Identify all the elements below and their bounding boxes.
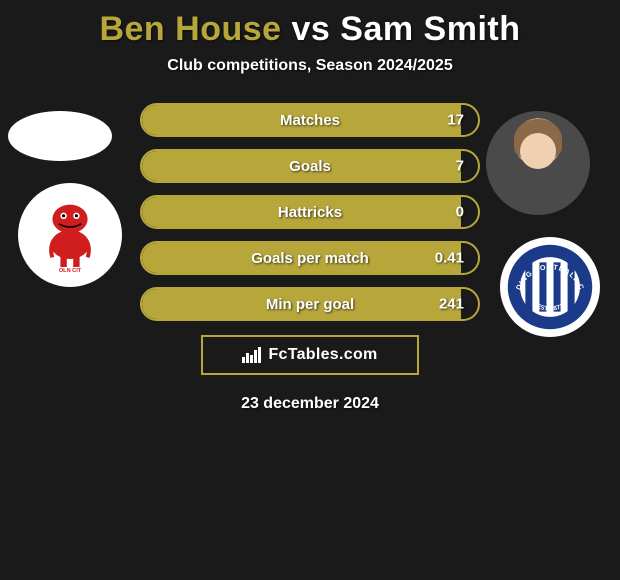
stat-row: Goals 7: [140, 149, 480, 183]
stat-label: Goals per match: [142, 250, 478, 267]
player2-club-badge: READING FOOTBALL CLUB EST. 1871: [500, 237, 600, 337]
player1-club-badge: OLN CIT: [18, 183, 122, 287]
card-title: Ben House vs Sam Smith: [0, 10, 620, 49]
stat-row: Goals per match 0.41: [140, 241, 480, 275]
player1-name: Ben House: [99, 10, 281, 48]
stat-value: 241: [439, 296, 464, 313]
comparison-card: Ben House vs Sam Smith Club competitions…: [0, 0, 620, 413]
stat-value: 7: [456, 158, 464, 175]
vs-separator: vs: [292, 10, 331, 48]
stat-label: Goals: [142, 158, 478, 175]
card-date: 23 december 2024: [0, 395, 620, 413]
stat-row: Min per goal 241: [140, 287, 480, 321]
lincoln-city-icon: OLN CIT: [30, 195, 110, 275]
player2-photo: [486, 111, 590, 215]
stat-bars: Matches 17 Goals 7 Hattricks 0 Goals per…: [140, 103, 480, 321]
stat-value: 0: [456, 204, 464, 221]
player2-name: Sam Smith: [340, 10, 520, 48]
stat-row: Matches 17: [140, 103, 480, 137]
reading-fc-icon: READING FOOTBALL CLUB EST. 1871: [506, 243, 594, 331]
stat-value: 0.41: [435, 250, 464, 267]
stat-value: 17: [447, 112, 464, 129]
stat-label: Hattricks: [142, 204, 478, 221]
card-subtitle: Club competitions, Season 2024/2025: [0, 57, 620, 75]
player1-photo-placeholder: [8, 111, 112, 161]
stat-label: Min per goal: [142, 296, 478, 313]
stat-label: Matches: [142, 112, 478, 129]
svg-text:OLN CIT: OLN CIT: [59, 268, 82, 274]
stat-row: Hattricks 0: [140, 195, 480, 229]
branding-box: FcTables.com: [201, 335, 419, 375]
bar-chart-icon: [242, 347, 262, 363]
content-area: OLN CIT READIN: [0, 103, 620, 413]
branding-text: FcTables.com: [268, 346, 377, 364]
